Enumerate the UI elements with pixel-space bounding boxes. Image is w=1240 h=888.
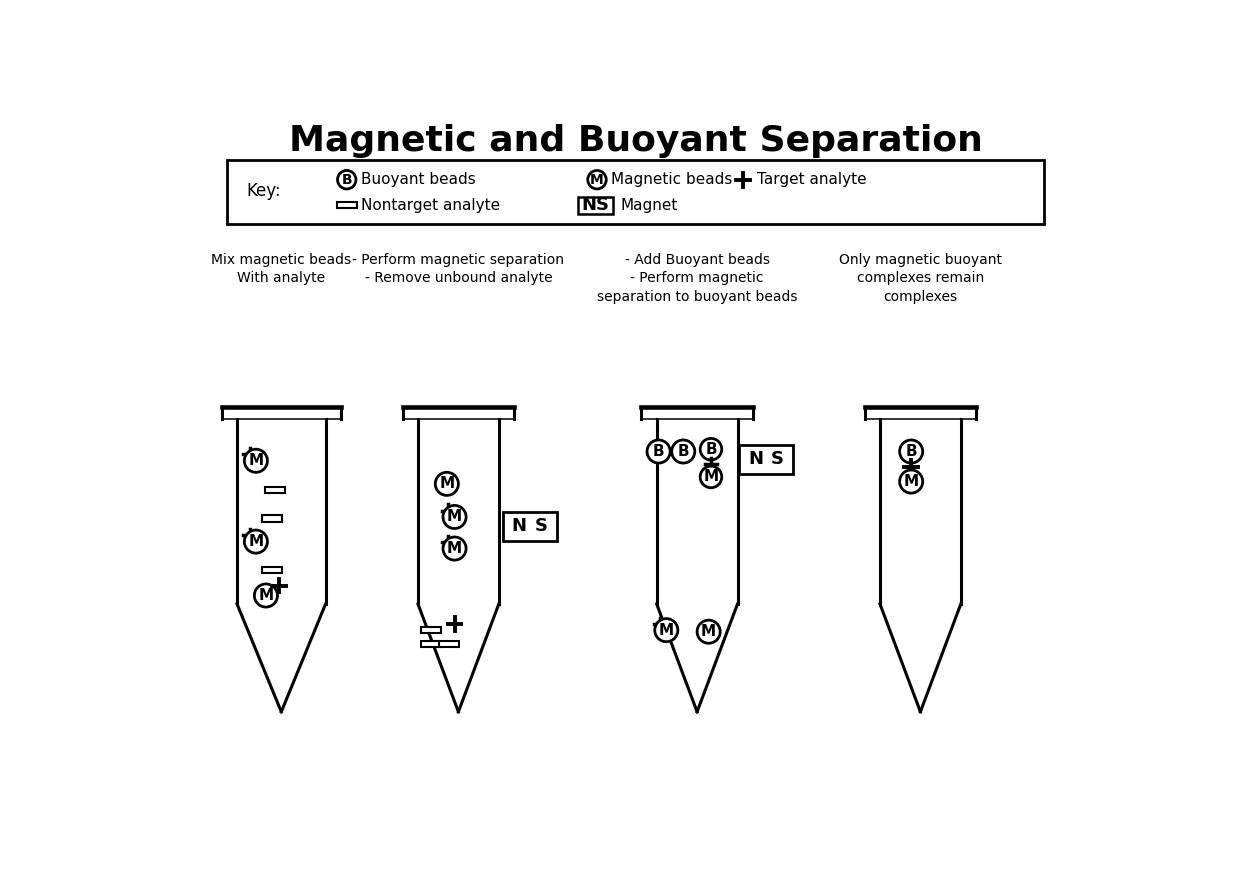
Circle shape bbox=[588, 170, 606, 189]
FancyBboxPatch shape bbox=[265, 487, 285, 493]
Text: M: M bbox=[439, 476, 454, 491]
Circle shape bbox=[899, 440, 923, 463]
Text: B: B bbox=[677, 444, 689, 459]
FancyBboxPatch shape bbox=[422, 627, 441, 633]
Text: S: S bbox=[771, 450, 784, 468]
Text: M: M bbox=[248, 534, 263, 549]
Text: B: B bbox=[706, 441, 717, 456]
Text: Magnet: Magnet bbox=[620, 198, 677, 212]
Circle shape bbox=[697, 620, 720, 643]
FancyBboxPatch shape bbox=[262, 567, 281, 573]
Text: - Perform magnetic separation
- Remove unbound analyte: - Perform magnetic separation - Remove u… bbox=[352, 253, 564, 285]
Circle shape bbox=[337, 170, 356, 189]
Circle shape bbox=[254, 584, 278, 607]
Circle shape bbox=[435, 472, 459, 496]
Circle shape bbox=[655, 619, 678, 642]
Text: M: M bbox=[658, 622, 673, 638]
FancyBboxPatch shape bbox=[578, 196, 613, 214]
Circle shape bbox=[672, 440, 694, 463]
Circle shape bbox=[443, 505, 466, 528]
Text: Magnetic beads: Magnetic beads bbox=[611, 172, 733, 187]
Text: M: M bbox=[904, 474, 919, 489]
Circle shape bbox=[443, 537, 466, 560]
FancyBboxPatch shape bbox=[503, 511, 557, 541]
Text: Only magnetic buoyant
complexes remain
complexes: Only magnetic buoyant complexes remain c… bbox=[839, 253, 1002, 304]
FancyBboxPatch shape bbox=[739, 445, 794, 474]
Circle shape bbox=[701, 439, 722, 460]
Text: M: M bbox=[258, 588, 274, 603]
Text: M: M bbox=[590, 172, 604, 186]
Text: Target analyte: Target analyte bbox=[758, 172, 867, 187]
FancyBboxPatch shape bbox=[439, 641, 459, 647]
Text: M: M bbox=[248, 453, 263, 468]
Text: N: N bbox=[748, 450, 763, 468]
Text: S: S bbox=[534, 517, 547, 535]
Text: N: N bbox=[580, 196, 596, 214]
Text: B: B bbox=[652, 444, 665, 459]
Text: S: S bbox=[596, 196, 609, 214]
Circle shape bbox=[701, 466, 722, 488]
Text: - Add Buoyant beads
- Perform magnetic
separation to buoyant beads: - Add Buoyant beads - Perform magnetic s… bbox=[596, 253, 797, 304]
Circle shape bbox=[244, 449, 268, 472]
Circle shape bbox=[647, 440, 670, 463]
Text: Magnetic and Buoyant Separation: Magnetic and Buoyant Separation bbox=[289, 124, 982, 158]
Text: Buoyant beads: Buoyant beads bbox=[361, 172, 475, 187]
Text: M: M bbox=[703, 470, 718, 485]
Text: Mix magnetic beads
With analyte: Mix magnetic beads With analyte bbox=[211, 253, 351, 285]
Text: Key:: Key: bbox=[247, 182, 281, 201]
Circle shape bbox=[899, 470, 923, 493]
FancyBboxPatch shape bbox=[337, 202, 357, 208]
Text: N: N bbox=[512, 517, 527, 535]
FancyBboxPatch shape bbox=[422, 641, 441, 647]
Text: B: B bbox=[341, 172, 352, 186]
Text: M: M bbox=[701, 624, 717, 639]
FancyBboxPatch shape bbox=[227, 161, 1044, 224]
Circle shape bbox=[244, 530, 268, 553]
Text: Nontarget analyte: Nontarget analyte bbox=[361, 198, 500, 212]
Text: M: M bbox=[446, 510, 463, 525]
FancyBboxPatch shape bbox=[262, 515, 281, 521]
Text: M: M bbox=[446, 541, 463, 556]
Text: B: B bbox=[905, 444, 916, 459]
